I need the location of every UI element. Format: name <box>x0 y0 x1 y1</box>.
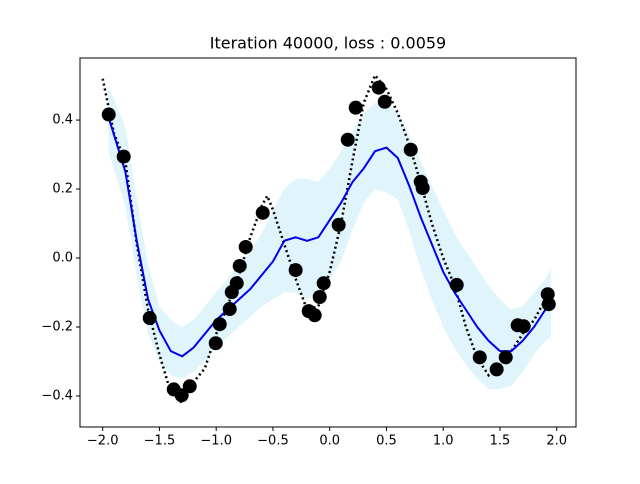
x-tick-label: 0.5 <box>376 434 397 449</box>
scatter-point <box>182 379 197 394</box>
y-tick-label: −0.4 <box>41 388 73 403</box>
scatter-point <box>288 263 303 278</box>
y-tick-label: 0.4 <box>52 113 73 128</box>
scatter-point <box>371 80 386 95</box>
mean-line <box>107 116 552 358</box>
x-tick-label: −1.0 <box>200 434 232 449</box>
scatter-point <box>541 297 556 312</box>
scatter-point <box>340 132 355 147</box>
scatter-point <box>101 107 116 122</box>
scatter-point <box>449 277 464 292</box>
scatter-point <box>222 302 237 317</box>
x-tick-label: −0.5 <box>257 434 289 449</box>
x-tick-label: −2.0 <box>87 434 119 449</box>
scatter-point <box>348 100 363 115</box>
scatter-point <box>116 149 131 164</box>
x-tick-label: 0.0 <box>319 434 340 449</box>
x-tick-label: 1.5 <box>490 434 511 449</box>
scatter-point <box>331 217 346 232</box>
scatter-point <box>212 317 227 332</box>
chart-title: Iteration 40000, loss : 0.0059 <box>210 34 446 53</box>
scatter-point <box>312 289 327 304</box>
y-tick-label: 0.0 <box>52 251 73 266</box>
scatter-point <box>472 350 487 365</box>
axes-frame <box>79 57 577 428</box>
y-tick-label: −0.2 <box>41 319 73 334</box>
y-tick-label: 0.2 <box>52 182 73 197</box>
scatter-point <box>174 388 189 403</box>
scatter-point <box>489 362 504 377</box>
scatter-point <box>516 319 531 334</box>
scatter-point <box>377 94 392 109</box>
scatter-point <box>316 276 331 291</box>
scatter-point <box>229 276 244 291</box>
x-tick-label: −1.5 <box>144 434 176 449</box>
scatter-point <box>232 258 247 273</box>
scatter-point <box>142 311 157 326</box>
uncertainty-band <box>108 85 552 390</box>
scatter-point <box>208 336 223 351</box>
scatter-point <box>498 350 513 365</box>
x-tick-label: 1.0 <box>433 434 454 449</box>
scatter-point <box>415 181 430 196</box>
scatter-point <box>403 142 418 157</box>
x-tick-label: 2.0 <box>546 434 567 449</box>
scatter-point <box>307 308 322 323</box>
scatter-point <box>255 205 270 220</box>
scatter-point <box>238 239 253 254</box>
